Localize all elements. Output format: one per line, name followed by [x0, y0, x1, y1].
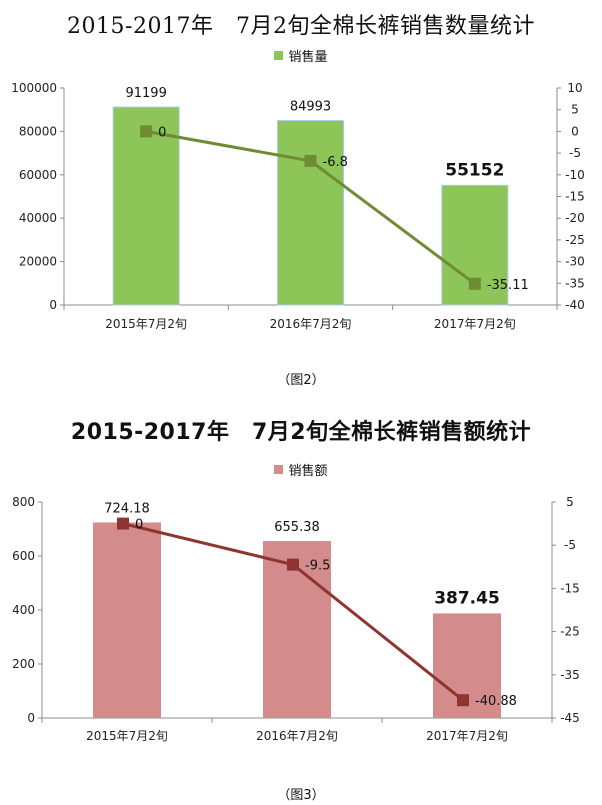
y-tick-label: 0: [49, 298, 57, 312]
y2-tick-label: -35: [565, 276, 585, 290]
chart-legend: 销售额: [0, 460, 602, 479]
y2-tick-label: -5: [569, 146, 581, 160]
bar: [112, 106, 180, 306]
line-point-marker: [287, 558, 299, 571]
bar-data-label: 387.45: [434, 588, 500, 608]
y2-tick-label: -15: [565, 190, 585, 204]
legend-swatch: [274, 465, 284, 474]
y-tick-label: 100000: [11, 81, 57, 95]
chart-title: 2015-2017年 7月2旬全棉长裤销售数量统计: [67, 14, 535, 39]
y-tick-label: 20000: [19, 255, 57, 269]
y2-tick-label: 0: [571, 124, 579, 138]
quantity-chart: 0 20000 40000 60000 80000 100000 10 5 0 -5 -10 -15 -…: [11, 81, 585, 331]
y2-tick-label: -25: [565, 233, 585, 247]
y2-tick-label: -45: [560, 711, 580, 725]
x-tick-label: 2015年7月2旬: [86, 729, 168, 743]
y2-tick-label: 5: [571, 103, 579, 117]
y2-tick-label: -30: [565, 255, 585, 269]
revenue-chart-panel: 2015-2017年 7月2旬全棉长裤销售额统计 销售额 0 200 400 600 8…: [0, 412, 602, 805]
chart-title: 2015-2017年 7月2旬全棉长裤销售额统计: [70, 420, 532, 445]
line-point-marker: [468, 277, 481, 290]
x-tick-label: 2015年7月2旬: [105, 317, 187, 331]
bar-data-label: 655.38: [274, 520, 320, 535]
bar: [93, 522, 161, 718]
quantity-chart-panel: 2015-2017年 7月2旬全棉长裤销售数量统计 销售量 0 20000 4000…: [0, 0, 602, 400]
legend-swatch: [274, 51, 284, 60]
x-tick-label: 2017年7月2旬: [434, 317, 516, 331]
y2-tick-label: -35: [560, 668, 580, 682]
y2-tick-label: -5: [564, 538, 576, 552]
x-tick-label: 2016年7月2旬: [256, 729, 338, 743]
line-point-marker: [117, 517, 129, 530]
legend-label: 销售额: [288, 464, 328, 479]
y-tick-label: 200: [12, 657, 35, 671]
x-tick-label: 2017年7月2旬: [426, 729, 508, 743]
y2-tick-label: -15: [560, 581, 580, 595]
y2-tick-label: -20: [565, 211, 585, 225]
line-data-label: -40.88: [475, 694, 517, 709]
figure-caption: （图3）: [277, 788, 325, 803]
y-tick-label: 400: [12, 603, 35, 617]
bar-data-label: 91199: [125, 86, 166, 101]
y2-tick-label: 10: [567, 81, 582, 95]
line-point-marker: [457, 694, 469, 707]
line-data-label: -35.11: [487, 278, 529, 293]
figure-caption: （图2）: [277, 373, 325, 388]
y-tick-label: 600: [12, 549, 35, 563]
line-point-marker: [140, 125, 153, 138]
y-tick-label: 40000: [19, 211, 57, 225]
y-tick-label: 800: [12, 495, 35, 509]
line-data-label: -9.5: [305, 559, 330, 574]
y-tick-label: 80000: [19, 124, 57, 138]
bar-data-label: 724.18: [104, 501, 150, 516]
legend-label: 销售量: [288, 50, 328, 65]
line-data-label: 0: [158, 125, 166, 140]
line-point-marker: [304, 154, 317, 167]
chart-legend: 销售量: [0, 46, 602, 65]
x-tick-label: 2016年7月2旬: [270, 317, 352, 331]
y2-tick-label: -10: [565, 168, 585, 182]
y2-tick-label: -25: [560, 625, 580, 639]
y-tick-label: 0: [27, 711, 35, 725]
y-tick-label: 60000: [19, 168, 57, 182]
line-data-label: 0: [135, 518, 143, 533]
y2-tick-label: 5: [566, 495, 574, 509]
y2-tick-label: -40: [565, 298, 585, 312]
bar-data-label: 84993: [290, 100, 331, 115]
line-data-label: -6.8: [323, 155, 348, 170]
bar: [277, 120, 344, 306]
revenue-chart: 0 200 400 600 800 5 -5 -15 -25 -35 -45 2015年7月2旬 201…: [12, 495, 580, 743]
bar-data-label: 55152: [445, 160, 504, 180]
